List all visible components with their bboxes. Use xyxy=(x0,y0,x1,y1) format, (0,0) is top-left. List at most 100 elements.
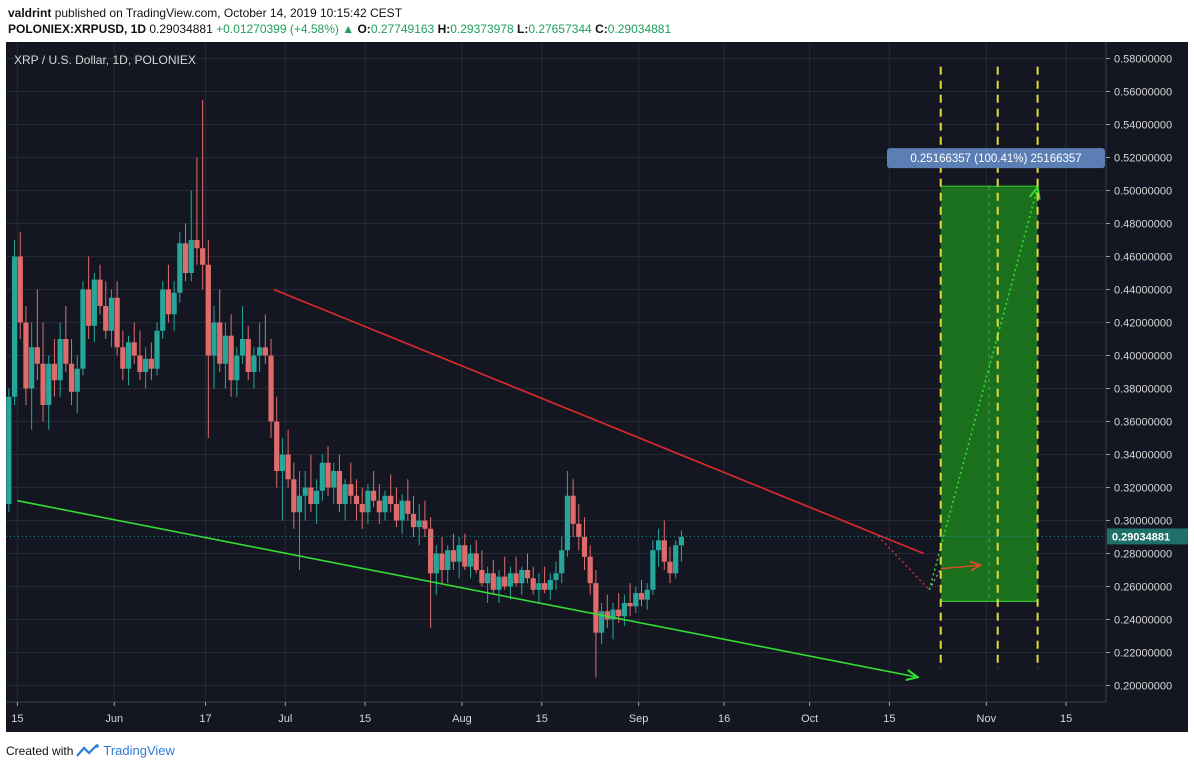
candle-body xyxy=(182,243,189,273)
candle-body xyxy=(542,583,548,590)
x-tick-label: 15 xyxy=(359,713,371,725)
candle-body xyxy=(279,454,286,471)
projected-dip-link xyxy=(928,568,942,591)
y-tick-label: 0.56000000 xyxy=(1114,87,1172,99)
x-tick-label: 15 xyxy=(883,713,895,725)
candle-body xyxy=(194,240,200,249)
candle-body xyxy=(621,603,627,617)
candle-body xyxy=(376,500,382,513)
candle-body xyxy=(40,363,46,405)
candle-body xyxy=(353,495,360,504)
support-trendline xyxy=(17,499,918,678)
candle-body xyxy=(103,306,109,331)
candle-body xyxy=(296,495,303,513)
candle-body xyxy=(160,289,166,331)
candle-body xyxy=(661,540,667,562)
y-tick-label: 0.22000000 xyxy=(1114,648,1172,660)
candle-body xyxy=(285,454,291,480)
y-tick-label: 0.24000000 xyxy=(1114,615,1172,627)
tradingview-logo-icon xyxy=(76,743,100,757)
candle-body xyxy=(410,513,417,528)
candle-body xyxy=(63,339,69,364)
candle-body xyxy=(80,289,86,369)
price-chart[interactable]: 0.20000000 0.22000000 0.24000000 0.26000000… xyxy=(6,42,1188,732)
candle-body xyxy=(23,322,29,389)
candle-body xyxy=(616,609,622,617)
published-text: published on TradingView.com, October 14… xyxy=(54,6,403,20)
y-tick-label: 0.36000000 xyxy=(1114,417,1172,429)
candle-body xyxy=(393,504,400,521)
candle-body xyxy=(439,553,445,570)
y-tick-label: 0.28000000 xyxy=(1114,549,1172,561)
candle-body xyxy=(502,576,508,587)
candle-body xyxy=(17,256,23,323)
projected-dip-path xyxy=(877,535,930,591)
author-name[interactable]: valdrint xyxy=(8,6,52,20)
candle-body xyxy=(405,500,411,514)
candle-body xyxy=(251,355,257,372)
candle-body xyxy=(86,289,92,326)
footer: Created with TradingView xyxy=(6,743,175,758)
candle-body xyxy=(97,279,103,306)
x-tick-label: Aug xyxy=(452,713,472,725)
candle-body xyxy=(638,593,645,600)
high-value: 0.29373978 xyxy=(450,22,514,36)
candle-body xyxy=(519,570,525,584)
candle-body xyxy=(314,490,320,504)
candle-body xyxy=(598,611,605,633)
candle-body xyxy=(359,504,365,513)
candle-body xyxy=(302,487,308,496)
last-price: 0.29034881 xyxy=(149,22,213,36)
current-price-label: 0.29034881 xyxy=(1112,531,1170,543)
candle-body xyxy=(268,355,274,422)
candle-body xyxy=(6,396,12,504)
candle-body xyxy=(445,550,451,570)
candle-body xyxy=(496,576,502,590)
candle-body xyxy=(257,347,263,356)
x-tick-label: 15 xyxy=(11,713,23,725)
candle-body xyxy=(51,363,58,381)
candle-body xyxy=(655,540,662,551)
y-tick-label: 0.20000000 xyxy=(1114,681,1172,693)
candle-body xyxy=(114,297,120,348)
candle-body xyxy=(467,553,474,567)
tradingview-brand[interactable]: TradingView xyxy=(103,743,175,758)
candle-body xyxy=(456,545,462,562)
y-tick-label: 0.52000000 xyxy=(1114,153,1172,165)
x-tick-label: 15 xyxy=(1060,713,1072,725)
candle-body xyxy=(188,240,194,273)
x-tick-label: 16 xyxy=(718,713,730,725)
candle-body xyxy=(428,528,434,574)
candle-body xyxy=(125,342,132,369)
candle-body xyxy=(399,500,405,521)
low-label: L: xyxy=(516,22,529,36)
resistance-trendline xyxy=(273,288,924,555)
candle-body xyxy=(274,421,280,471)
candle-body xyxy=(553,573,559,580)
candle-body xyxy=(678,537,684,546)
candle-body xyxy=(34,347,40,364)
close-label: C: xyxy=(595,22,608,36)
candle-body xyxy=(576,523,582,537)
time-axis-background xyxy=(6,702,1106,732)
candle-body xyxy=(433,553,439,574)
x-tick-label: Sep xyxy=(629,713,649,725)
x-tick-label: Jul xyxy=(278,713,292,725)
change-value: +0.01270399 (+4.58%) xyxy=(216,22,339,36)
candle-body xyxy=(610,609,616,620)
candle-body xyxy=(604,611,610,620)
candle-body xyxy=(291,479,297,513)
x-tick-label: Nov xyxy=(977,713,997,725)
y-tick-label: 0.34000000 xyxy=(1114,450,1172,462)
high-label: H: xyxy=(437,22,451,36)
candle-body xyxy=(319,462,325,491)
candle-body xyxy=(485,573,491,584)
candle-body xyxy=(587,556,593,584)
x-tick-label: 17 xyxy=(199,713,211,725)
candle-body xyxy=(507,573,514,587)
y-tick-label: 0.46000000 xyxy=(1114,252,1172,264)
y-tick-label: 0.44000000 xyxy=(1114,285,1172,297)
candle-body xyxy=(222,335,229,364)
y-tick-label: 0.42000000 xyxy=(1114,318,1172,330)
candle-body xyxy=(559,550,565,574)
